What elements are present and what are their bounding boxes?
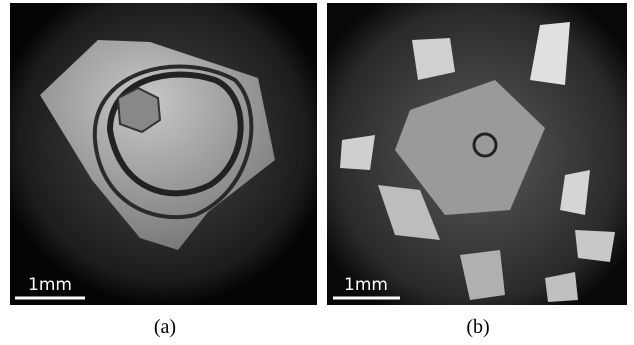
crystal: [340, 135, 375, 170]
crystal: [575, 230, 615, 262]
figure: 1mm 1mm (a) (b): [0, 0, 634, 345]
panel-b: 1mm: [327, 3, 627, 305]
scale-bar-label: 1mm: [28, 275, 72, 295]
panel-label: (b): [466, 316, 489, 338]
panel-a: 1mm: [10, 3, 317, 305]
scale-bar-label: 1mm: [344, 275, 388, 295]
panel-label: (a): [154, 316, 176, 338]
